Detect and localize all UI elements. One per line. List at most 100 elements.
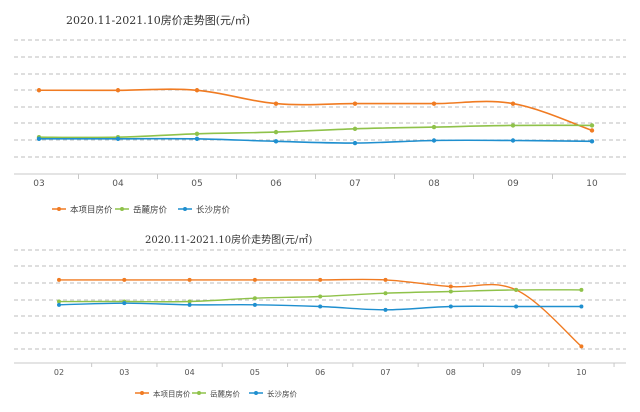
data-point-2-3 [273, 139, 279, 144]
series-2 [57, 301, 584, 312]
legend: 本项目房价 岳麓房价 长沙房价 [135, 389, 297, 399]
data-point-1-2 [194, 131, 200, 136]
x-tick-label-08: 08 [446, 368, 456, 377]
series-line-0 [58, 278, 582, 347]
data-point-0-0 [57, 277, 61, 282]
data-point-2-4 [352, 140, 358, 146]
data-point-1-7 [589, 123, 595, 128]
legend-item-1: 岳麓房价 [192, 389, 240, 399]
data-point-2-6 [448, 304, 453, 309]
legend-label-1: 岳麓房价 [133, 205, 168, 216]
x-tick-label-08: 08 [428, 179, 440, 189]
legend-swatch-dot-2 [183, 207, 187, 211]
data-point-1-6 [510, 123, 516, 128]
x-tick-label-10: 10 [576, 368, 586, 377]
data-point-2-4 [318, 304, 323, 309]
x-ticks: 02 03 04 05 06 07 08 09 10 [54, 363, 615, 377]
data-point-2-2 [187, 302, 192, 307]
series-0 [36, 88, 595, 133]
legend-label-1: 岳麓房价 [210, 389, 240, 399]
legend-item-0: 本项目房价 [135, 389, 191, 399]
data-point-2-5 [431, 138, 437, 143]
data-point-2-7 [589, 139, 595, 144]
data-point-2-5 [383, 307, 388, 312]
data-point-1-6 [448, 289, 453, 294]
data-point-1-0 [57, 299, 61, 304]
data-point-0-6 [510, 101, 516, 106]
data-point-0-4 [352, 101, 358, 106]
x-tick-label-10: 10 [586, 179, 598, 189]
legend-item-0: 本项目房价 [52, 205, 113, 216]
data-point-1-2 [187, 299, 192, 304]
data-point-2-0 [57, 302, 61, 307]
legend-swatch-dot-1 [120, 207, 124, 211]
series-1 [57, 287, 584, 304]
series-2 [36, 136, 595, 146]
x-tick-label-06: 06 [315, 368, 325, 377]
data-point-1-4 [352, 126, 358, 131]
data-point-1-3 [273, 129, 279, 135]
x-tick-label-04: 04 [185, 368, 195, 377]
data-point-2-8 [579, 304, 584, 309]
legend-swatch-dot-0 [57, 207, 61, 211]
data-point-2-1 [122, 301, 127, 306]
legend-item-1: 岳麓房价 [115, 205, 168, 216]
legend-swatch-dot-0 [140, 391, 144, 395]
x-tick-label-02: 02 [54, 368, 64, 377]
chart-2: 2020.11-2021.10房价走势图(元/㎡) 02 03 04 05 06 07 08… [0, 222, 640, 412]
data-point-1-3 [252, 296, 257, 301]
legend-swatch-dot-2 [254, 391, 258, 395]
x-tick-label-04: 04 [112, 179, 124, 189]
data-point-1-5 [431, 124, 437, 130]
legend-swatch-dot-1 [197, 391, 201, 395]
legend-item-2: 长沙房价 [249, 389, 297, 399]
data-point-1-8 [579, 287, 584, 292]
data-point-1-4 [318, 294, 323, 299]
legend-label-2: 长沙房价 [267, 389, 297, 399]
series-line-2 [38, 137, 593, 144]
x-tick-label-07: 07 [380, 368, 390, 377]
data-point-0-8 [579, 344, 584, 349]
data-point-0-3 [273, 101, 279, 106]
chart-1-title: 2020.11-2021.10房价走势图(元/㎡) [66, 14, 250, 27]
data-point-0-3 [252, 277, 257, 282]
data-point-0-2 [194, 88, 200, 93]
chart-1: 2020.11-2021.10房价走势图(元/㎡) 03 04 05 06 07 08 09… [14, 14, 626, 216]
chart-2-plot: 02 03 04 05 06 07 08 09 10 本项目房价 岳麓房价 长沙房价 [14, 249, 626, 399]
x-tick-label-05: 05 [250, 368, 260, 377]
chart-1-plot: 03 04 05 06 07 08 09 10 本项目房价 岳麓房价 长沙房价 [14, 39, 626, 216]
x-tick-label-06: 06 [270, 179, 282, 189]
data-point-0-6 [448, 284, 453, 289]
data-point-1-7 [514, 287, 519, 292]
x-tick-label-09: 09 [511, 368, 521, 377]
data-point-2-7 [514, 304, 519, 309]
data-point-0-1 [115, 88, 121, 93]
chart-2-title: 2020.11-2021.10房价走势图(元/㎡) [145, 235, 313, 246]
x-tick-label-09: 09 [507, 179, 519, 189]
x-tick-label-03: 03 [33, 179, 44, 189]
data-point-0-1 [122, 277, 127, 282]
series-0 [57, 277, 584, 349]
x-tick-label-07: 07 [349, 179, 360, 189]
legend-label-0: 本项目房价 [153, 389, 191, 399]
legend: 本项目房价 岳麓房价 长沙房价 [52, 205, 231, 216]
series-1 [36, 123, 595, 140]
data-point-1-5 [383, 291, 388, 296]
data-point-0-4 [318, 277, 323, 282]
x-tick-label-03: 03 [119, 368, 129, 377]
data-point-0-0 [36, 88, 42, 93]
data-point-2-2 [194, 136, 200, 142]
legend-label-2: 长沙房价 [196, 205, 231, 216]
series-line-1 [38, 124, 593, 139]
legend-item-2: 长沙房价 [178, 205, 231, 216]
data-point-2-1 [115, 136, 121, 142]
data-point-0-2 [187, 277, 192, 282]
data-point-2-3 [252, 302, 257, 307]
x-ticks: 03 04 05 06 07 08 09 10 [33, 174, 598, 189]
data-point-0-5 [383, 277, 388, 282]
data-point-0-5 [431, 101, 437, 106]
x-tick-label-05: 05 [191, 179, 202, 189]
data-point-2-6 [510, 138, 516, 143]
gridlines [14, 249, 626, 350]
data-point-2-0 [36, 136, 42, 142]
